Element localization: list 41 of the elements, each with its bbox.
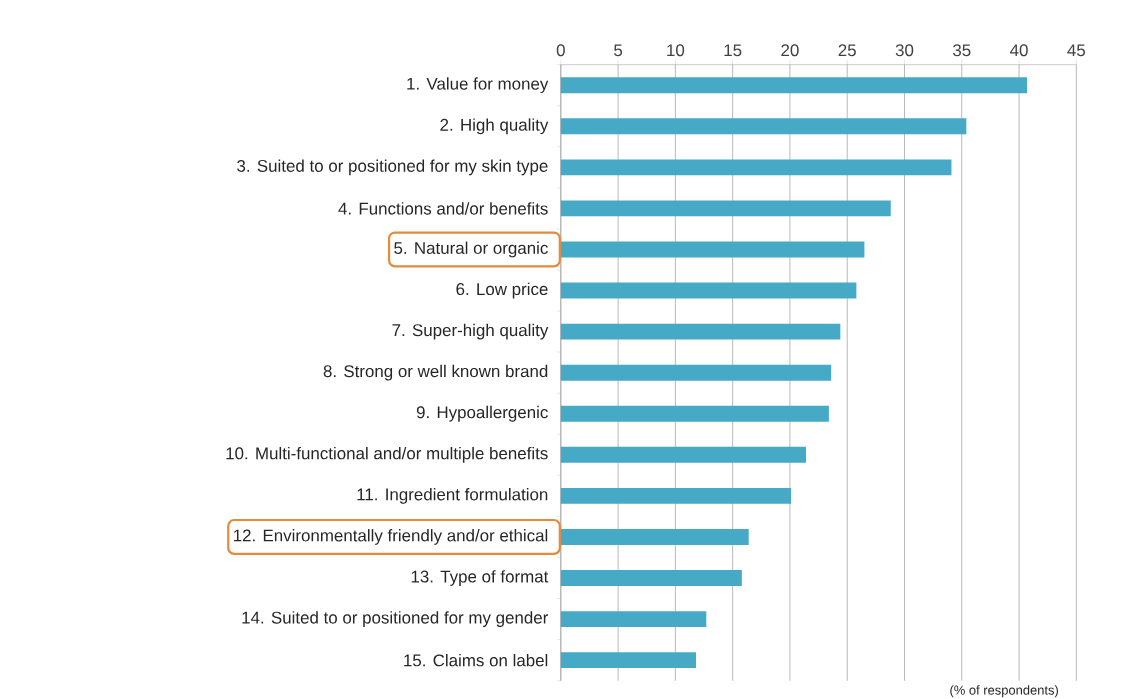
- x-tick-label: 25: [838, 44, 856, 57]
- y-tick-label: 5. Natural or organic: [394, 241, 548, 258]
- x-tick-label: 20: [781, 44, 799, 57]
- bar: [560, 364, 832, 381]
- y-tick-label: 14. Suited to or positioned for my gender: [242, 611, 549, 628]
- bar: [560, 652, 696, 669]
- bar: [560, 405, 829, 422]
- x-tick-label: 30: [895, 44, 914, 57]
- bar: [560, 241, 865, 258]
- y-tick-label: 6. Low price: [456, 282, 548, 299]
- x-tick-label: 0: [556, 44, 565, 57]
- y-tick-label: 10. Multi-functional and/or multiple benefits: [226, 447, 548, 463]
- y-tick-label: 3. Suited to or positioned for my skin type: [237, 159, 548, 176]
- bar: [560, 447, 806, 463]
- bar: [560, 159, 952, 176]
- y-tick-label: 8. Strong or well known brand: [323, 365, 548, 381]
- bar: [560, 529, 749, 546]
- bar: [560, 323, 841, 340]
- y-tick-label: 1. Value for money: [407, 77, 549, 94]
- y-tick-label: 4. Functions and/or benefits: [338, 202, 548, 215]
- bar: [560, 570, 742, 587]
- x-tick-label: 35: [953, 44, 971, 57]
- bar: [560, 488, 792, 505]
- bar: [560, 611, 707, 628]
- x-tick-label: 5: [614, 44, 623, 57]
- x-tick-label: 15: [724, 44, 742, 57]
- y-tick-label: 7. Super-high quality: [392, 323, 549, 340]
- bar: [560, 118, 967, 135]
- y-tick-label: 9. Hypoallergenic: [416, 406, 548, 422]
- bar: [560, 77, 1028, 94]
- bar: [560, 200, 891, 217]
- x-tick-label: 40: [1010, 44, 1028, 57]
- y-tick-label: 13. Type of format: [411, 570, 549, 587]
- y-tick-label: 11. Ingredient formulation: [357, 488, 548, 504]
- y-tick-label: 15. Claims on label: [404, 654, 548, 667]
- x-tick-label: 45: [1067, 44, 1086, 57]
- y-tick-label: 2. High quality: [440, 118, 549, 135]
- x-axis-title: (% of respondents): [950, 685, 1058, 698]
- bar: [560, 282, 857, 299]
- y-tick-label: 12. Environmentally friendly and/or ethical: [234, 529, 548, 546]
- x-tick-label: 10: [667, 44, 685, 57]
